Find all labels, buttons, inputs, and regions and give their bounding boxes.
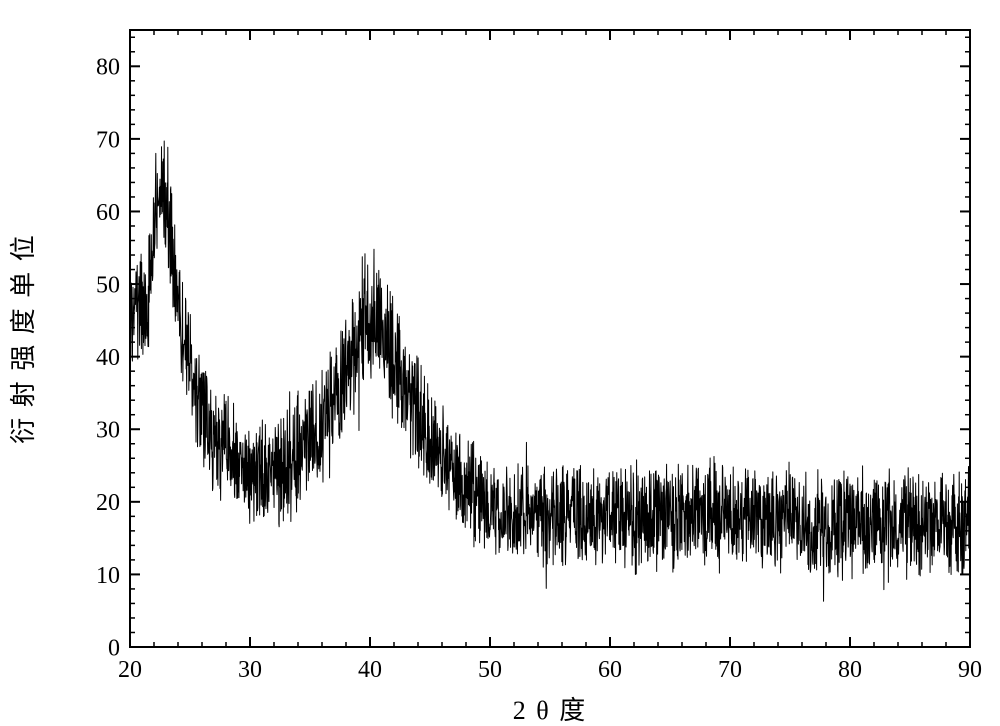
x-tick-label: 50 [478, 657, 502, 683]
y-tick-label: 40 [96, 345, 120, 371]
y-axis-label: 衍 射 强 度 单 位 [9, 233, 38, 444]
x-tick-label: 40 [358, 657, 382, 683]
x-tick-label: 90 [958, 657, 982, 683]
y-tick-label: 50 [96, 272, 120, 298]
y-tick-label: 10 [96, 563, 120, 589]
xrd-chart: 20 30 40 50 60 70 80 90 0 10 20 30 40 50 60 70 80 2 θ 度 衍 … [0, 0, 1000, 726]
x-tick-label: 30 [238, 657, 262, 683]
x-tick-label: 80 [838, 657, 862, 683]
y-tick-label: 70 [96, 127, 120, 153]
y-tick-label: 60 [96, 200, 120, 226]
chart-svg: 20 30 40 50 60 70 80 90 0 10 20 30 40 50 60 70 80 2 θ 度 衍 … [0, 0, 1000, 726]
x-axis-label: 2 θ 度 [513, 696, 587, 725]
y-tick-label: 30 [96, 418, 120, 444]
y-tick-label: 80 [96, 55, 120, 81]
x-tick-label: 70 [718, 657, 742, 683]
y-tick-label: 0 [108, 635, 120, 661]
y-tick-label: 20 [96, 490, 120, 516]
x-tick-label: 60 [598, 657, 622, 683]
x-tick-label: 20 [118, 657, 142, 683]
